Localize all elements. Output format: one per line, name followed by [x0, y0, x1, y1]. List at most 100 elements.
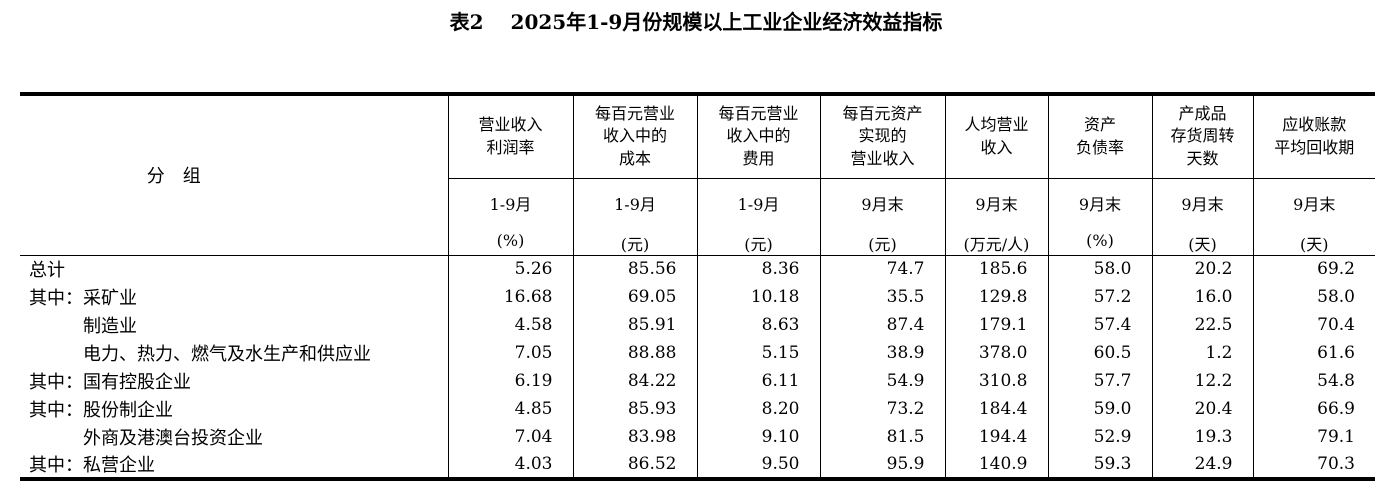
column-subheader: 9月末 (%) — [1047, 178, 1153, 256]
cell-value: 129.8 — [944, 283, 1049, 311]
cell-value: 87.4 — [819, 311, 946, 339]
cell-value: 60.5 — [1047, 339, 1153, 367]
row-label: 其中：国有控股企业 — [20, 367, 449, 395]
cell-value: 70.4 — [1252, 311, 1375, 339]
period-label: 9月末 — [1181, 194, 1224, 214]
cell-value: 9.50 — [696, 451, 821, 479]
table-row-private: 其中：私营企业 4.03 86.52 9.50 95.9 140.9 59.3 … — [20, 451, 1375, 479]
cell-value: 1.2 — [1151, 339, 1254, 367]
cell-value: 58.0 — [1047, 255, 1153, 283]
cell-value: 8.36 — [696, 255, 821, 283]
cell-value: 5.15 — [696, 339, 821, 367]
cell-value: 54.8 — [1252, 367, 1375, 395]
unit-label: (元) — [620, 234, 650, 254]
cell-value: 58.0 — [1252, 283, 1375, 311]
cell-value: 88.88 — [572, 339, 698, 367]
column-header-inventory-turnover-days: 产成品 存货周转 天数 — [1151, 94, 1254, 179]
economic-indicators-table: 分 组 营业收入 利润率 每百元营业 收入中的 成本 每百元营业 收入中的 费用… — [20, 92, 1375, 481]
cell-value: 9.10 — [696, 423, 821, 451]
cell-value: 4.58 — [447, 311, 574, 339]
unit-label: (万元/人) — [963, 234, 1030, 254]
cell-value: 83.98 — [572, 423, 698, 451]
period-label: 9月末 — [1293, 194, 1336, 214]
table-header: 分 组 营业收入 利润率 每百元营业 收入中的 成本 每百元营业 收入中的 费用… — [20, 94, 1375, 256]
cell-value: 179.1 — [944, 311, 1049, 339]
cell-value: 19.3 — [1151, 423, 1254, 451]
cell-value: 185.6 — [944, 255, 1049, 283]
column-header-cost-per-100: 每百元营业 收入中的 成本 — [572, 94, 698, 179]
cell-value: 194.4 — [944, 423, 1049, 451]
column-header-asset-liability-ratio: 资产 负债率 — [1047, 94, 1153, 179]
cell-value: 20.4 — [1151, 395, 1254, 423]
column-subheader: 9月末 (万元/人) — [944, 178, 1049, 256]
cell-value: 61.6 — [1252, 339, 1375, 367]
column-subheader: 1-9月 (元) — [572, 178, 698, 256]
table-row-joint-stock: 其中：股份制企业 4.85 85.93 8.20 73.2 184.4 59.0… — [20, 395, 1375, 423]
row-label: 总计 — [20, 255, 449, 283]
cell-value: 57.2 — [1047, 283, 1153, 311]
unit-label: (元) — [868, 234, 897, 254]
page-title: 表2 2025年1-9月份规模以上工业企业经济效益指标 — [449, 10, 943, 34]
cell-value: 378.0 — [944, 339, 1049, 367]
cell-value: 35.5 — [819, 283, 946, 311]
cell-value: 84.22 — [572, 367, 698, 395]
cell-value: 59.3 — [1047, 451, 1153, 479]
cell-value: 12.2 — [1151, 367, 1254, 395]
cell-value: 57.4 — [1047, 311, 1153, 339]
header-row-periods: 1-9月 (%) 1-9月 (元) 1-9月 (元) 9月末 (元) 9月末 — [20, 178, 1375, 256]
cell-value: 10.18 — [696, 283, 821, 311]
cell-value: 86.52 — [572, 451, 698, 479]
period-label: 9月末 — [861, 194, 904, 214]
cell-value: 69.2 — [1252, 255, 1375, 283]
cell-value: 85.93 — [572, 395, 698, 423]
cell-value: 79.1 — [1252, 423, 1375, 451]
unit-label: (%) — [496, 230, 525, 250]
column-subheader: 9月末 (元) — [819, 178, 946, 256]
period-label: 1-9月 — [489, 194, 532, 214]
cell-value: 184.4 — [944, 395, 1049, 423]
table-body: 总计 5.26 85.56 8.36 74.7 185.6 58.0 20.2 … — [20, 255, 1375, 479]
row-label: 电力、热力、燃气及水生产和供应业 — [20, 339, 449, 367]
cell-value: 22.5 — [1151, 311, 1254, 339]
unit-label: (天) — [1188, 234, 1217, 254]
column-subheader: 9月末 (天) — [1151, 178, 1254, 256]
cell-value: 5.26 — [447, 255, 574, 283]
header-row-titles: 分 组 营业收入 利润率 每百元营业 收入中的 成本 每百元营业 收入中的 费用… — [20, 94, 1375, 256]
row-label: 其中：私营企业 — [20, 451, 449, 479]
cell-value: 74.7 — [819, 255, 946, 283]
cell-value: 8.20 — [696, 395, 821, 423]
row-label: 制造业 — [20, 311, 449, 339]
table-row-state-holding: 其中：国有控股企业 6.19 84.22 6.11 54.9 310.8 57.… — [20, 367, 1375, 395]
cell-value: 140.9 — [944, 451, 1049, 479]
cell-value: 16.0 — [1151, 283, 1254, 311]
cell-value: 38.9 — [819, 339, 946, 367]
cell-value: 73.2 — [819, 395, 946, 423]
period-label: 9月末 — [975, 194, 1018, 214]
period-label: 1-9月 — [614, 194, 656, 214]
cell-value: 54.9 — [819, 367, 946, 395]
cell-value: 6.11 — [696, 367, 821, 395]
cell-value: 81.5 — [819, 423, 946, 451]
row-label: 其中：采矿业 — [20, 283, 449, 311]
column-header-expense-per-100: 每百元营业 收入中的 费用 — [696, 94, 821, 179]
table-row-utilities: 电力、热力、燃气及水生产和供应业 7.05 88.88 5.15 38.9 37… — [20, 339, 1375, 367]
table-row-manufacturing: 制造业 4.58 85.91 8.63 87.4 179.1 57.4 22.5… — [20, 311, 1375, 339]
column-header-receivables-collection-period: 应收账款 平均回收期 — [1252, 94, 1375, 179]
cell-value: 7.05 — [447, 339, 574, 367]
cell-value: 7.04 — [447, 423, 574, 451]
cell-value: 24.9 — [1151, 451, 1254, 479]
cell-value: 70.3 — [1252, 451, 1375, 479]
cell-value: 57.7 — [1047, 367, 1153, 395]
column-header-revenue-per-capita: 人均营业 收入 — [944, 94, 1049, 179]
table-row-mining: 其中：采矿业 16.68 69.05 10.18 35.5 129.8 57.2… — [20, 283, 1375, 311]
period-label: 9月末 — [1078, 194, 1122, 214]
cell-value: 20.2 — [1151, 255, 1254, 283]
cell-value: 69.05 — [572, 283, 698, 311]
column-subheader: 1-9月 (元) — [696, 178, 821, 256]
column-subheader: 9月末 (天) — [1252, 178, 1375, 256]
row-label: 其中：股份制企业 — [20, 395, 449, 423]
table-row-total: 总计 5.26 85.56 8.36 74.7 185.6 58.0 20.2 … — [20, 255, 1375, 283]
cell-value: 66.9 — [1252, 395, 1375, 423]
unit-label: (元) — [744, 234, 773, 254]
